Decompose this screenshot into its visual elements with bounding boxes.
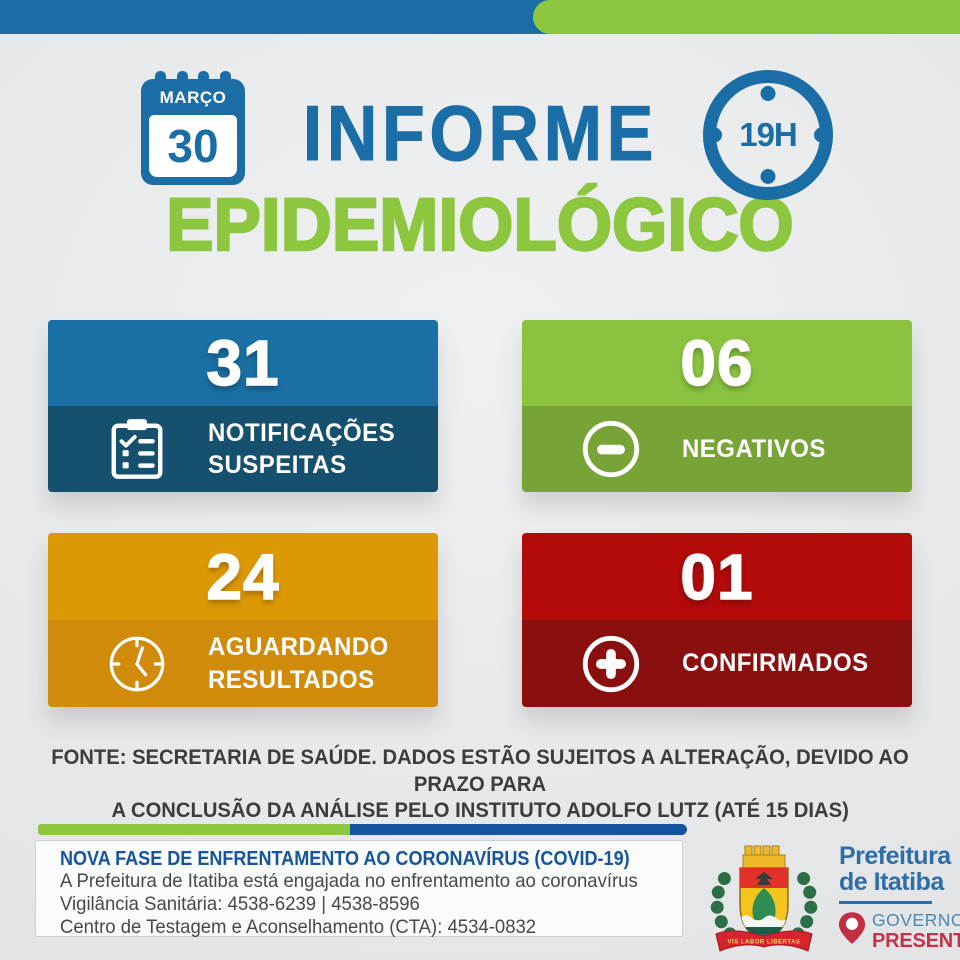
clock-tick-bottom (760, 169, 776, 184)
stat-card-aguardando-resultados: 24 AGUARDANDO RESULTADOS (48, 533, 438, 707)
calendar-rings (155, 71, 231, 87)
clock-outline-icon (106, 634, 168, 694)
org-name: Prefeitura de Itatiba (839, 842, 951, 896)
infobox-bar-green (38, 824, 363, 835)
stat-card-notificacoes-suspeitas: 31 NOTIFICAÇÕES SUSPEITAS (48, 320, 438, 492)
topbar-blue-segment (0, 0, 565, 34)
stat-card-confirmados: 01 CONFIRMADOS (522, 533, 912, 707)
clock-tick-top (760, 86, 776, 101)
report-time: 19H (739, 116, 798, 153)
plus-circle-icon (580, 634, 642, 694)
governo-label: GOVERNO (872, 910, 960, 930)
org-divider (839, 901, 932, 904)
source-note: FONTE: SECRETARIA DE SAÚDE. DADOS ESTÃO … (51, 745, 909, 823)
coat-of-arms-motto: VIS LABOR LIBERTAS (728, 940, 801, 946)
infobox-line-1: A Prefeitura de Itatiba está engajada no… (60, 870, 638, 892)
stat-value: 31 (48, 320, 438, 406)
stat-value: 01 (522, 533, 912, 620)
location-pin-icon (838, 912, 866, 944)
clock-tick-right (814, 127, 829, 143)
calendar-icon: MARÇO 30 (141, 71, 245, 185)
stat-label: CONFIRMADOS (682, 649, 869, 678)
contact-info-box: NOVA FASE DE ENFRENTAMENTO AO CORONAVÍRU… (35, 840, 683, 938)
clock-icon: 19H (703, 70, 833, 200)
clock-tick-left (707, 127, 722, 143)
infobox-bar-blue (350, 824, 687, 835)
calendar-month: MARÇO (159, 88, 227, 107)
presente-label: PRESENTE (872, 930, 960, 952)
stat-label: NOTIFICAÇÕES SUSPEITAS (208, 418, 396, 480)
minus-circle-icon (580, 419, 642, 479)
page-title-line1: INFORME (302, 89, 658, 177)
itatiba-coat-of-arms: VIS LABOR LIBERTAS (700, 830, 828, 960)
governo-presente-lockup: GOVERNO PRESENTE (838, 910, 960, 952)
infobox-line-3: Centro de Testagem e Aconselhamento (CTA… (60, 916, 537, 938)
stat-value: 06 (522, 320, 912, 406)
infobox-title: NOVA FASE DE ENFRENTAMENTO AO CORONAVÍRU… (60, 847, 630, 870)
topbar-green-segment (533, 0, 960, 34)
clipboard-checklist-icon (106, 418, 168, 480)
stat-card-negativos: 06 NEGATIVOS (522, 320, 912, 492)
stat-label: NEGATIVOS (682, 434, 826, 463)
infobox-line-2: Vigilância Sanitária: 4538-6239 | 4538-8… (60, 893, 420, 915)
stat-label: AGUARDANDO RESULTADOS (208, 633, 389, 694)
calendar-day: 30 (149, 115, 237, 177)
stat-value: 24 (48, 533, 438, 620)
page-title-line2: EPIDEMIOLÓGICO (165, 183, 795, 266)
